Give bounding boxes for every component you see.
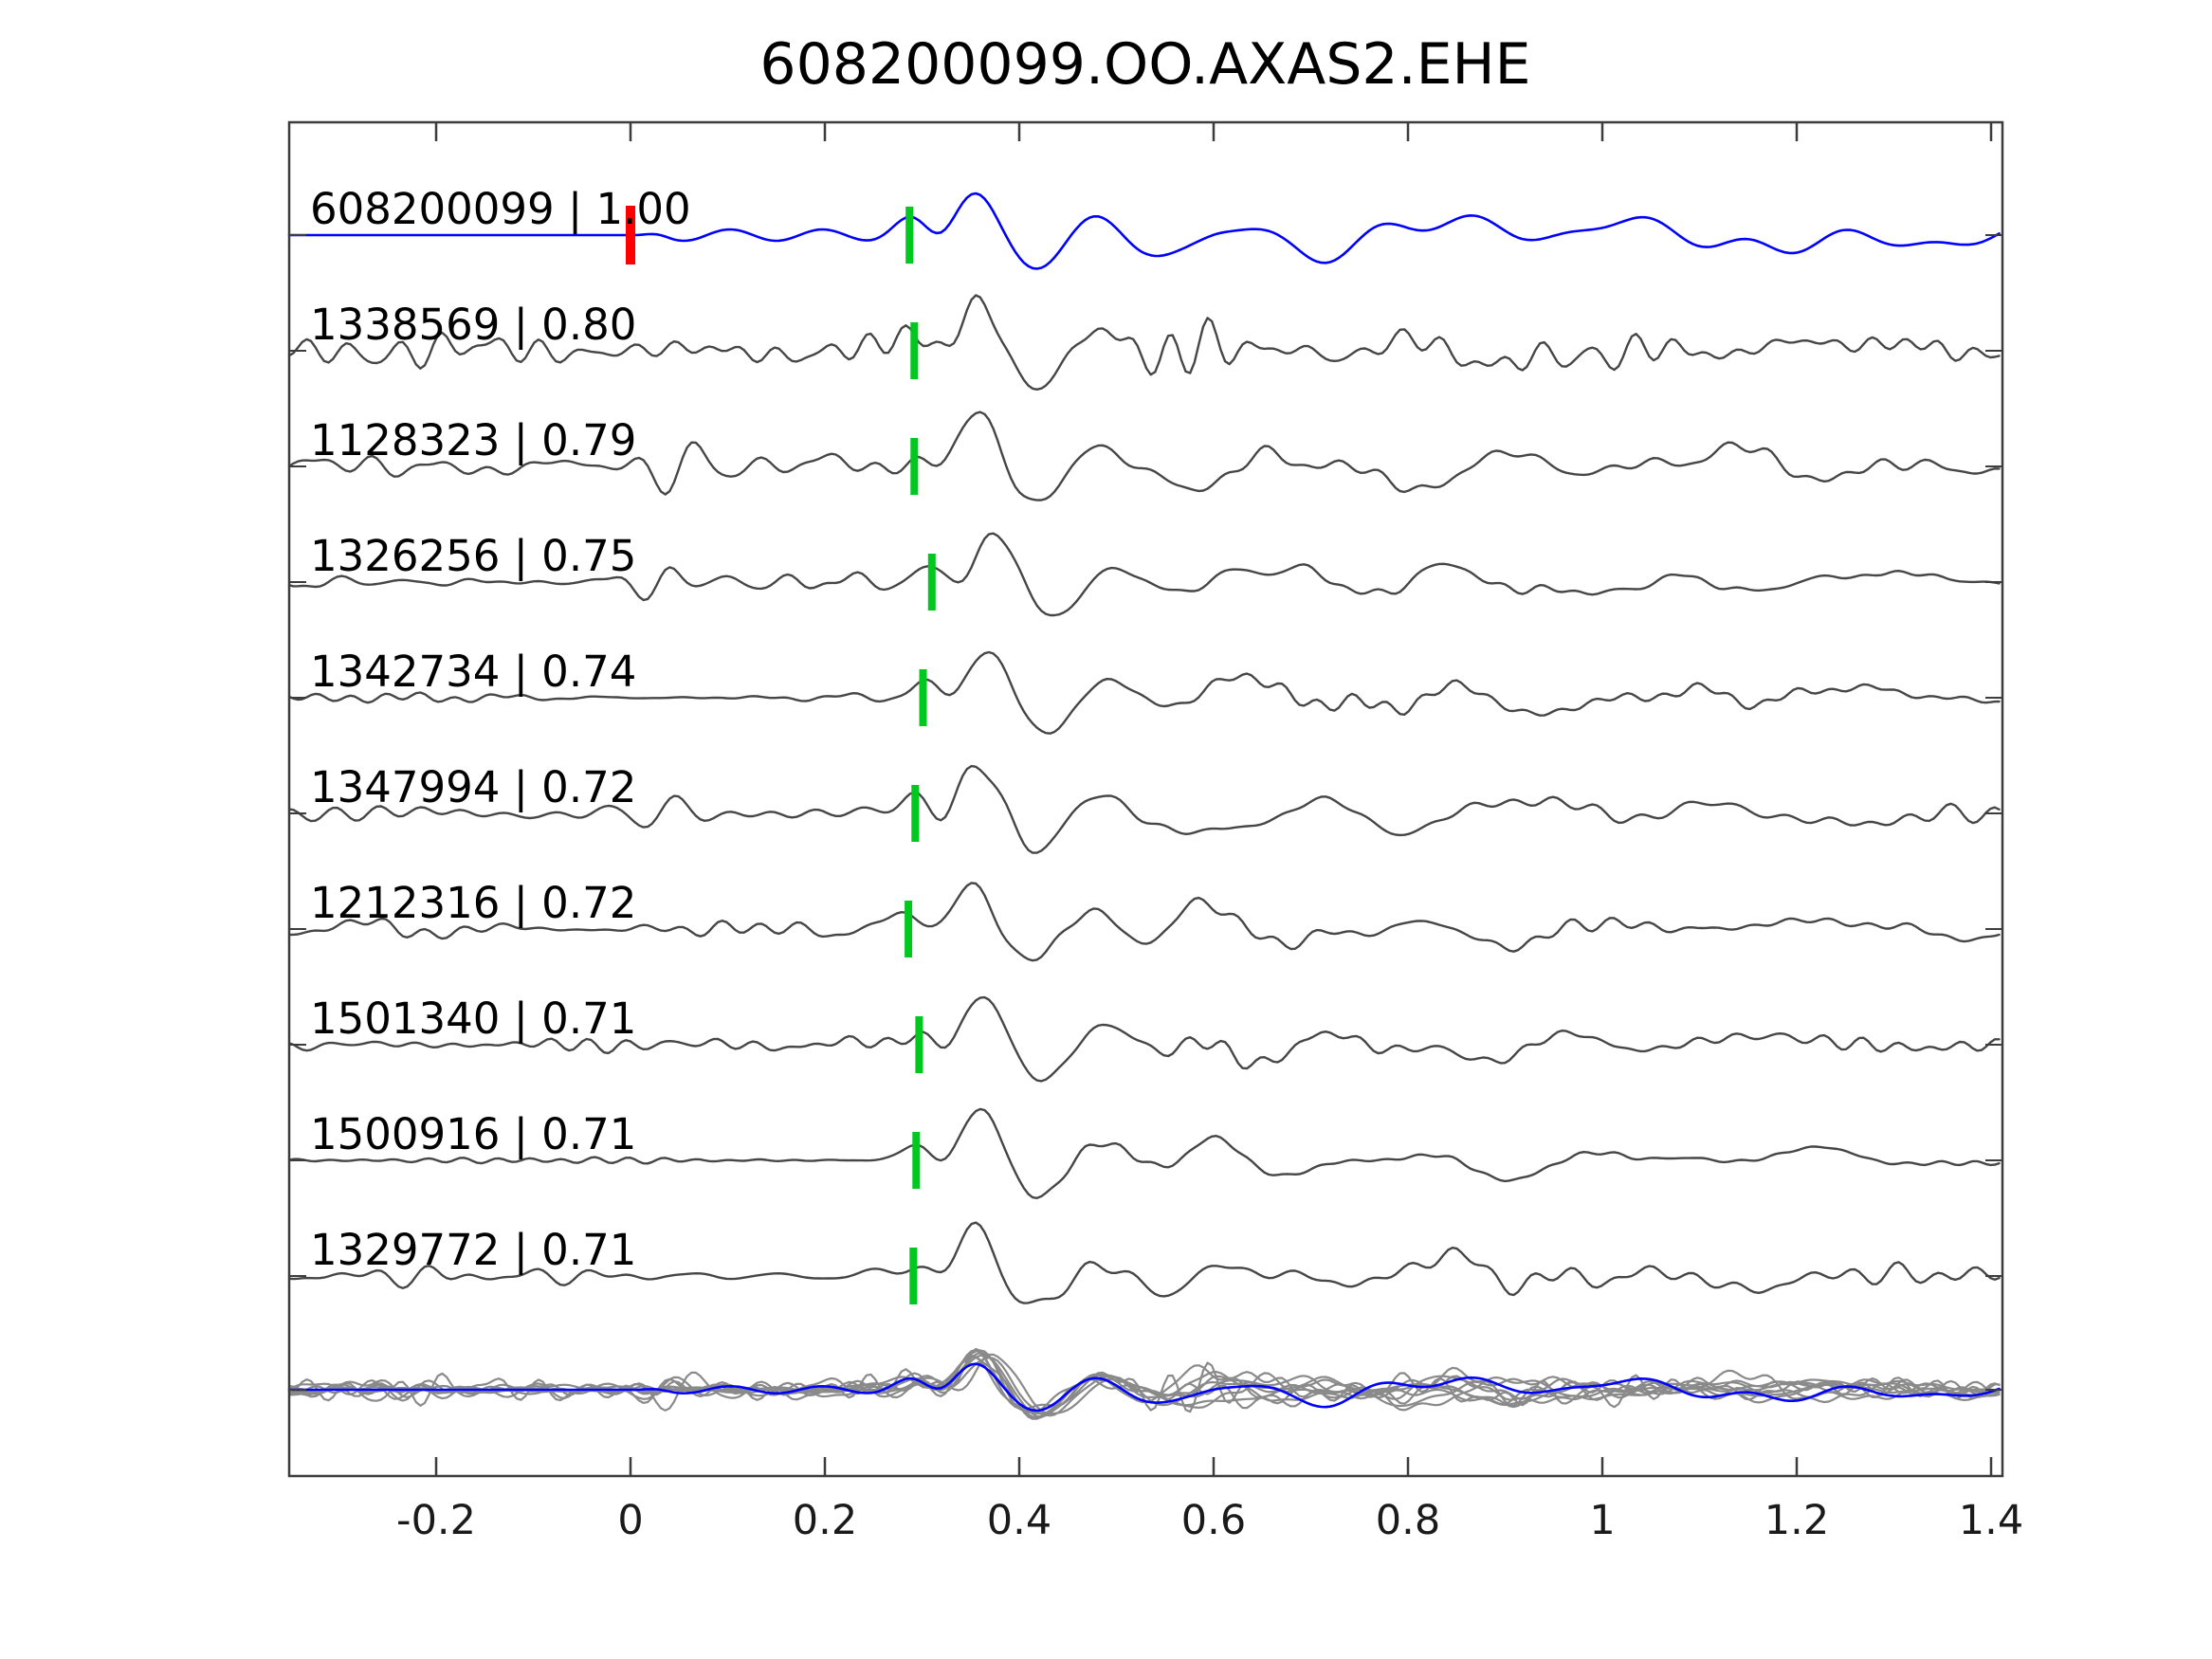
trace-row-1212316: 1212316 | 0.72 xyxy=(287,878,2001,962)
trace-label: 1128323 | 0.79 xyxy=(310,415,636,465)
trace-row-1500916: 1500916 | 0.71 xyxy=(287,1107,2001,1200)
trace-row-1329772: 1329772 | 0.71 xyxy=(287,1221,2001,1304)
traces-group: 608200099 | 1.00 1338569 | 0.80 1128323 | … xyxy=(287,184,2001,1304)
pick-marker xyxy=(910,438,919,495)
waveform-1326256 xyxy=(287,532,2001,617)
waveform-1338569 xyxy=(287,294,2001,391)
trace-label: 1342734 | 0.74 xyxy=(310,647,636,697)
trace-label: 1326256 | 0.75 xyxy=(310,531,636,581)
pick-marker xyxy=(911,785,920,842)
trace-row-1326256: 1326256 | 0.75 xyxy=(287,531,2001,617)
overlay-waveform-1329772 xyxy=(287,1349,2001,1411)
x-tick-label: 0.6 xyxy=(1181,1497,1246,1544)
trace-row-1342734: 1342734 | 0.74 xyxy=(287,647,2001,735)
pick-marker xyxy=(905,207,914,264)
waveform-608200099 xyxy=(287,191,2001,270)
axes: -0.2 0 0.2 0.4 0.6 0.8 1 1.2 1.4 xyxy=(287,120,2023,1544)
pick-marker xyxy=(905,901,913,957)
trace-row-1347994: 1347994 | 0.72 xyxy=(287,762,2001,854)
trace-label: 1338569 | 0.80 xyxy=(310,300,636,350)
pick-marker xyxy=(915,1016,923,1073)
x-tick-label: 0.4 xyxy=(987,1497,1051,1544)
trace-label: 1329772 | 0.71 xyxy=(310,1225,636,1275)
waveform-1329772 xyxy=(287,1221,2001,1304)
pick-marker xyxy=(927,554,936,611)
pick-marker xyxy=(919,669,927,726)
trace-row-608200099: 608200099 | 1.00 xyxy=(287,184,2001,270)
x-tick-label: 1.2 xyxy=(1764,1497,1829,1544)
waveform-1501340 xyxy=(287,995,2001,1083)
overlay-stack xyxy=(287,1347,2001,1420)
pick-marker xyxy=(909,1248,918,1304)
x-tick-label: 0.8 xyxy=(1376,1497,1440,1544)
overlay-waveform-template xyxy=(287,1362,2001,1413)
waveform-1500916 xyxy=(287,1107,2001,1200)
trace-label: 1501340 | 0.71 xyxy=(310,994,636,1044)
plot-frame xyxy=(287,120,2004,1478)
template-start-marker xyxy=(626,206,635,264)
trace-label: 1347994 | 0.72 xyxy=(310,762,636,812)
trace-row-1501340: 1501340 | 0.71 xyxy=(287,994,2001,1083)
waveform-1128323 xyxy=(287,410,2001,501)
x-tick-label: 0.2 xyxy=(793,1497,857,1544)
trace-row-1338569: 1338569 | 0.80 xyxy=(287,294,2001,391)
figure-title: 608200099.OO.AXAS2.EHE xyxy=(759,31,1530,98)
x-tick-label: 1.4 xyxy=(1959,1497,2023,1544)
trace-label: 1500916 | 0.71 xyxy=(310,1109,636,1159)
x-tick-label: -0.2 xyxy=(396,1497,476,1544)
waveform-1342734 xyxy=(287,650,2001,735)
trace-label: 1212316 | 0.72 xyxy=(310,878,636,928)
trace-label: 608200099 | 1.00 xyxy=(310,184,691,234)
x-tick-label: 1 xyxy=(1589,1497,1615,1544)
waveform-1212316 xyxy=(287,882,2001,962)
x-tick-label: 0 xyxy=(617,1497,643,1544)
pick-marker xyxy=(910,322,919,379)
pick-marker xyxy=(912,1132,921,1189)
trace-row-1128323: 1128323 | 0.79 xyxy=(287,410,2001,501)
waveform-1347994 xyxy=(287,764,2001,854)
